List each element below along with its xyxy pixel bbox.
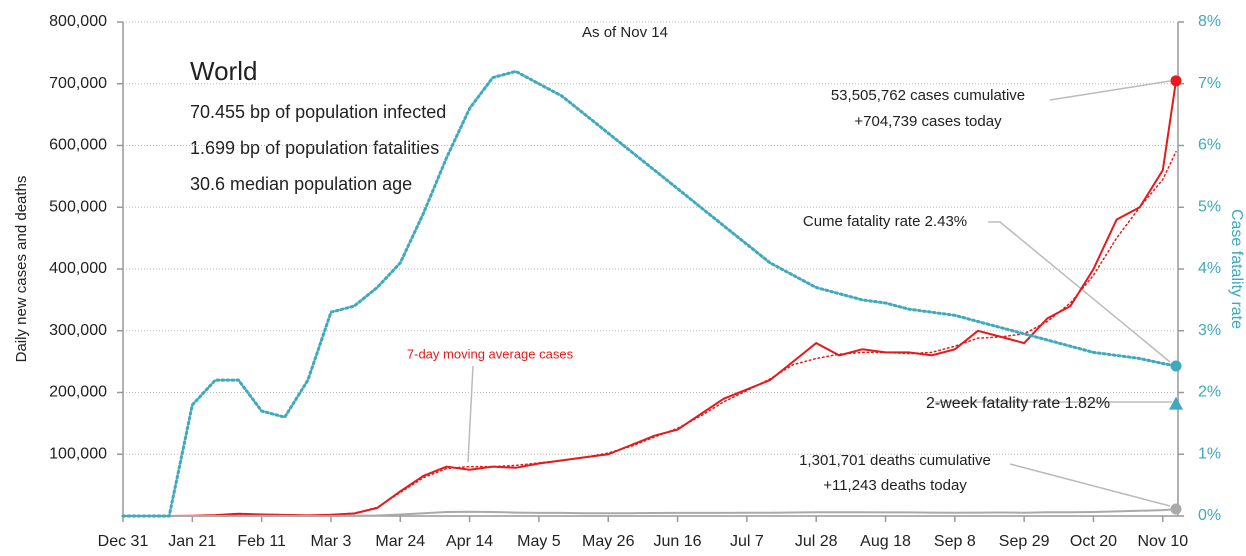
y2-tick-label: 3% bbox=[1198, 322, 1221, 339]
x-tick-label: Jan 21 bbox=[168, 533, 216, 550]
x-tick-label: Oct 20 bbox=[1070, 533, 1117, 550]
y2-tick-label: 0% bbox=[1198, 507, 1221, 524]
annotation: 7-day moving average cases bbox=[407, 346, 574, 361]
x-tick-label: Apr 14 bbox=[446, 533, 493, 550]
y2-axis-label: Case fatality rate bbox=[1228, 209, 1245, 329]
x-tick-label: Mar 24 bbox=[375, 533, 425, 550]
x-tick-label: May 5 bbox=[517, 533, 561, 550]
y2-tick-label: 4% bbox=[1198, 260, 1221, 277]
x-tick-label: Feb 11 bbox=[237, 533, 286, 550]
x-tick-label: Dec 31 bbox=[98, 533, 149, 550]
two-week-marker bbox=[1169, 396, 1183, 410]
y-tick-label: 300,000 bbox=[49, 322, 107, 339]
leader-line bbox=[467, 365, 474, 463]
y-tick-label: 400,000 bbox=[49, 260, 107, 277]
info-text: 30.6 median population age bbox=[190, 174, 412, 194]
y-tick-label: 200,000 bbox=[49, 384, 107, 401]
annotation: 2-week fatality rate 1.82% bbox=[926, 395, 1110, 412]
annotation: 53,505,762 cases cumulative bbox=[831, 87, 1025, 104]
y2-tick-label: 1% bbox=[1198, 445, 1221, 462]
series-line bbox=[122, 150, 1177, 517]
x-tick-label: Jun 16 bbox=[654, 533, 702, 550]
x-tick-label: Nov 10 bbox=[1137, 533, 1188, 550]
y2-tick-label: 8% bbox=[1198, 13, 1221, 30]
annotation: +11,243 deaths today bbox=[823, 477, 967, 494]
y2-tick-label: 2% bbox=[1198, 384, 1221, 401]
info-text: 70.455 bp of population infected bbox=[190, 102, 446, 122]
endpoint-marker bbox=[1170, 503, 1182, 515]
series-line bbox=[123, 508, 1177, 517]
x-tick-label: May 26 bbox=[582, 533, 635, 550]
series-line bbox=[121, 69, 1178, 518]
x-tick-label: Jul 7 bbox=[730, 533, 764, 550]
y-tick-label: 100,000 bbox=[49, 445, 107, 462]
annotation: Cume fatality rate 2.43% bbox=[803, 213, 967, 230]
chart-title: World bbox=[190, 56, 257, 86]
x-tick-label: Sep 8 bbox=[934, 533, 976, 550]
y2-tick-label: 6% bbox=[1198, 137, 1221, 154]
chart-subtitle: As of Nov 14 bbox=[582, 24, 668, 41]
info-text: 1.699 bp of population fatalities bbox=[190, 138, 439, 158]
annotation: +704,739 cases today bbox=[854, 113, 1002, 130]
x-tick-label: Aug 18 bbox=[860, 533, 911, 550]
y-tick-label: 800,000 bbox=[49, 13, 107, 30]
endpoint-marker bbox=[1170, 360, 1182, 372]
y-axis-label: Daily new cases and deaths bbox=[13, 176, 30, 363]
x-tick-label: Jul 28 bbox=[795, 533, 838, 550]
y-tick-label: 500,000 bbox=[49, 198, 107, 215]
y-tick-label: 600,000 bbox=[49, 137, 107, 154]
leader-line bbox=[1009, 463, 1171, 507]
annotation: 1,301,701 deaths cumulative bbox=[799, 452, 991, 469]
endpoint-marker bbox=[1170, 75, 1182, 87]
y-tick-label: 700,000 bbox=[49, 75, 107, 92]
x-tick-label: Mar 3 bbox=[311, 533, 352, 550]
y2-tick-label: 5% bbox=[1198, 198, 1221, 215]
y2-tick-label: 7% bbox=[1198, 75, 1221, 92]
x-tick-label: Sep 29 bbox=[999, 533, 1050, 550]
leader-line bbox=[988, 221, 1171, 363]
